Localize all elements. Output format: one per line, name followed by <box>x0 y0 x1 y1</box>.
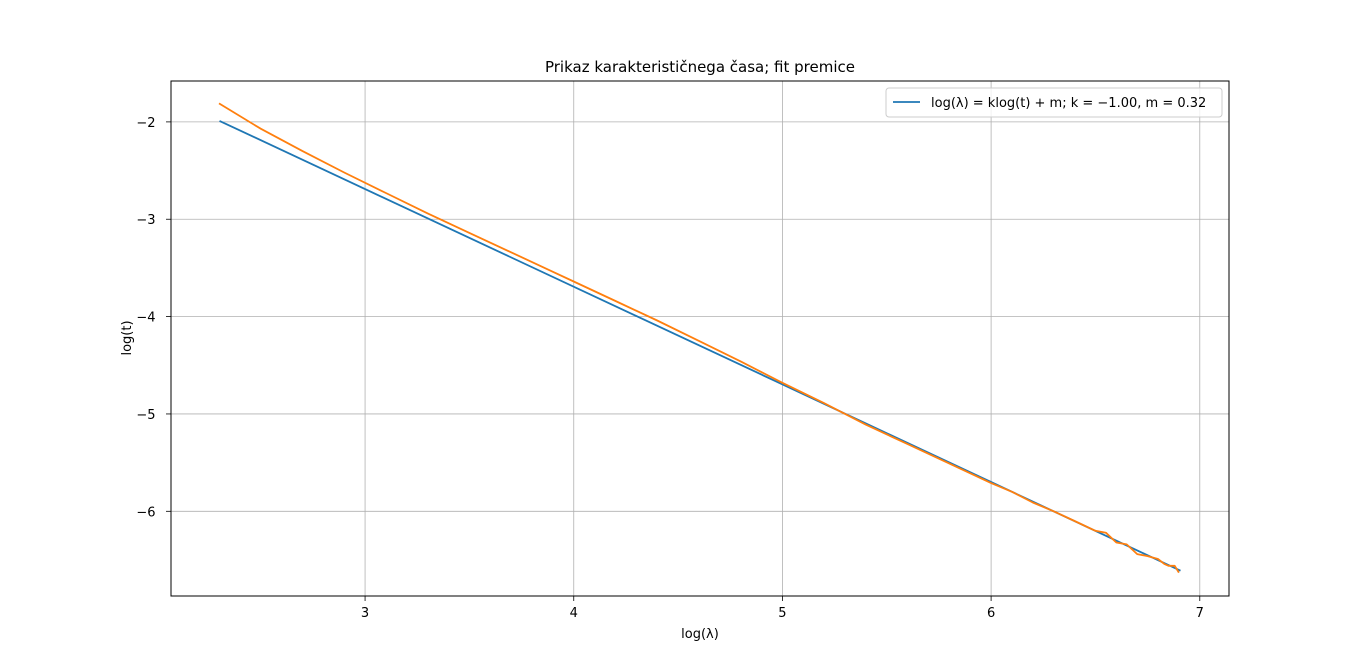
plot-area-frame <box>170 80 1230 597</box>
x-axis-label: log(λ) <box>681 627 719 642</box>
x-tick-label: 6 <box>987 606 995 621</box>
x-tick-label: 7 <box>1196 606 1204 621</box>
x-tick-label: 5 <box>778 606 786 621</box>
y-tick-label: −3 <box>136 213 155 228</box>
chart-title: Prikaz karakterističnega časa; fit premi… <box>545 58 855 76</box>
x-tick-label: 4 <box>570 606 578 621</box>
tick-layer: 3 4 5 6 7 −2 −3 −4 −5 −6 <box>136 116 1204 621</box>
y-tick-label: −6 <box>136 505 155 520</box>
y-axis-label: log(t) <box>120 320 135 355</box>
y-tick-label: −5 <box>136 408 155 423</box>
series-line-data <box>218 102 1180 574</box>
legend: log(λ) = klog(t) + m; k = −1.00, m = 0.3… <box>885 87 1223 118</box>
legend-label: log(λ) = klog(t) + m; k = −1.00, m = 0.3… <box>931 96 1206 111</box>
series-layer <box>218 102 1181 574</box>
y-tick-label: −2 <box>136 116 155 131</box>
legend-box <box>885 87 1223 118</box>
y-tick-label: −4 <box>136 311 155 326</box>
x-tick-label: 3 <box>361 606 369 621</box>
